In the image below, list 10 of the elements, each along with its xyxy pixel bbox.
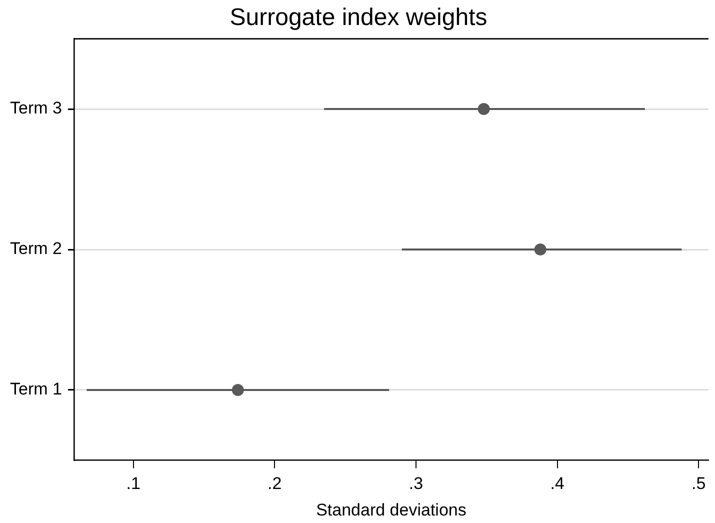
y-tick-label: Term 3 bbox=[10, 98, 62, 118]
y-tick-label: Term 1 bbox=[10, 380, 62, 399]
x-axis-title: Standard deviations bbox=[316, 500, 466, 520]
x-tick-label: .5 bbox=[692, 474, 706, 494]
x-tick-label: .3 bbox=[408, 474, 424, 494]
x-tick-label: .1 bbox=[126, 474, 140, 494]
x-tick-label: .4 bbox=[550, 474, 564, 494]
y-tick-label: Term 2 bbox=[10, 239, 62, 258]
chart-title: Surrogate index weights bbox=[230, 4, 488, 32]
x-tick-label: .2 bbox=[268, 474, 282, 494]
